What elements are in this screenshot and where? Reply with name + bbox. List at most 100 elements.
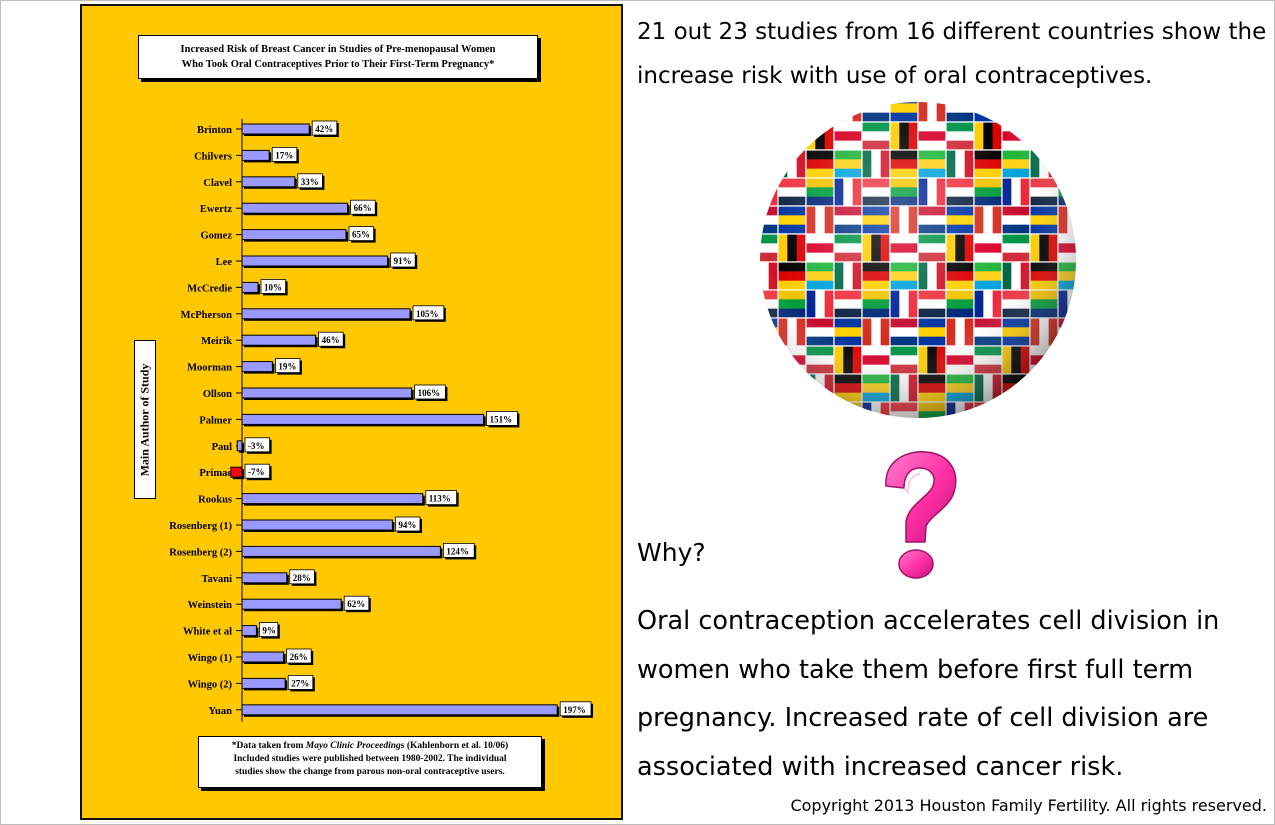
data-label: 28%: [293, 573, 311, 583]
y-tick-label: Chilvers: [194, 151, 232, 162]
data-label-box: [289, 569, 315, 585]
data-label-box: [390, 252, 416, 268]
y-tick-label: Ollson: [203, 389, 232, 400]
data-label: 106%: [418, 388, 441, 398]
note-source: Mayo Clinic Proceedings: [305, 741, 405, 751]
bar: [241, 625, 257, 637]
data-label: 33%: [301, 177, 319, 187]
data-label-box: [258, 622, 279, 637]
data-label-box: [286, 648, 312, 664]
y-tick-label: Brinton: [197, 125, 232, 136]
data-label: 27%: [291, 678, 309, 688]
bar: [241, 229, 347, 241]
bar: [241, 387, 413, 399]
data-label-box: [350, 199, 376, 215]
data-label: 105%: [416, 309, 439, 319]
y-tick-label: Paul: [212, 442, 233, 453]
data-label-box: [244, 437, 271, 453]
data-label-box: [274, 358, 301, 374]
y-tick-label: Wingo (1): [188, 653, 233, 664]
data-label: 94%: [398, 520, 416, 530]
copyright-text: Copyright 2013 Houston Family Fertility.…: [790, 796, 1267, 815]
bar: [241, 598, 342, 610]
y-axis-label-box: Main Author of Study: [134, 340, 156, 499]
bar: [241, 413, 485, 425]
bar: [241, 651, 285, 663]
data-label-box: [414, 384, 446, 400]
y-tick-label: Moorman: [187, 363, 232, 374]
explanation-text: Oral contraception accelerates cell divi…: [637, 606, 1220, 782]
y-tick-label: Rookus: [198, 495, 232, 506]
data-label: 151%: [490, 414, 512, 424]
y-tick-label: Weinstein: [188, 600, 232, 611]
data-label: -3%: [248, 441, 265, 451]
data-label-box: [260, 278, 287, 294]
data-label: 113%: [429, 494, 451, 504]
y-tick-label: McPherson: [181, 310, 232, 321]
bar: [241, 361, 273, 373]
data-label-box: [318, 331, 344, 347]
y-tick-label: Lee: [216, 257, 233, 268]
data-label: 19%: [278, 362, 296, 372]
y-tick-label: Clavel: [203, 178, 232, 189]
data-label: 26%: [290, 652, 308, 662]
bar-chart: Brinton 42% Chilvers 17% Clavel 33% Ewertz 66% G…: [169, 119, 593, 722]
bar: [241, 545, 441, 557]
chart-title-line-1: Increased Risk of Breast Cancer in Studi…: [180, 44, 496, 55]
data-label-box: [559, 701, 592, 717]
data-label: 66%: [354, 203, 372, 213]
chart-title: Increased Risk of Breast Cancer in Studi…: [138, 35, 538, 79]
data-label: 197%: [563, 705, 586, 715]
note-line-3: studies show the change from parous non-…: [235, 767, 505, 777]
note-line-2: Included studies were published between …: [233, 754, 507, 764]
data-label-box: [343, 595, 370, 611]
data-label: 46%: [322, 335, 340, 345]
data-label-box: [394, 516, 421, 532]
note-suffix: (Kahlenborn et al. 10/06): [404, 741, 509, 751]
bar: [241, 255, 389, 267]
y-tick-label: Ewertz: [200, 204, 232, 215]
y-tick-label: Tavani: [201, 574, 232, 585]
globe-shading: [760, 102, 1076, 418]
data-label: 42%: [315, 124, 333, 134]
y-tick-label: Gomez: [201, 231, 233, 242]
bar: [241, 123, 310, 135]
data-label: 91%: [394, 256, 412, 266]
data-label: 9%: [262, 626, 276, 636]
bar: [241, 202, 349, 214]
chart-title-line-2: Who Took Oral Contraceptives Prior to Th…: [181, 59, 495, 70]
flag-globe-image: [760, 102, 1076, 418]
why-text: Why?: [637, 538, 706, 567]
y-tick-label: Rosenberg (1): [169, 521, 232, 532]
data-label-box: [287, 675, 314, 690]
bar: [241, 493, 424, 505]
data-label-box: [271, 146, 298, 162]
data-label-box: [425, 490, 457, 506]
y-tick-label: Yuan: [208, 706, 232, 717]
headline-text: 21 out 23 studies from 16 different coun…: [637, 19, 1267, 89]
note-line-1: *Data taken from Mayo Clinic Proceedings…: [199, 740, 541, 753]
bar: [241, 308, 411, 320]
bar: [241, 677, 286, 689]
bar: [241, 334, 317, 346]
y-tick-label: Primae: [199, 468, 232, 479]
data-label: -7%: [248, 467, 265, 477]
data-label: 65%: [352, 230, 370, 240]
data-label-box: [244, 463, 271, 479]
data-label-box: [486, 410, 518, 426]
data-label: 124%: [446, 546, 469, 556]
bar: [241, 704, 558, 716]
question-mark-icon: [885, 451, 957, 579]
note-prefix: *Data taken from: [231, 741, 306, 751]
data-label: 17%: [275, 150, 293, 160]
bar: [241, 281, 259, 293]
bar: [241, 149, 270, 161]
data-label-box: [297, 173, 323, 189]
data-label-box: [311, 120, 338, 136]
y-tick-label: Palmer: [199, 415, 232, 426]
data-label: 62%: [347, 599, 365, 609]
bar: [230, 466, 243, 478]
bar: [236, 440, 243, 452]
bar: [241, 519, 393, 531]
bar: [241, 572, 288, 584]
